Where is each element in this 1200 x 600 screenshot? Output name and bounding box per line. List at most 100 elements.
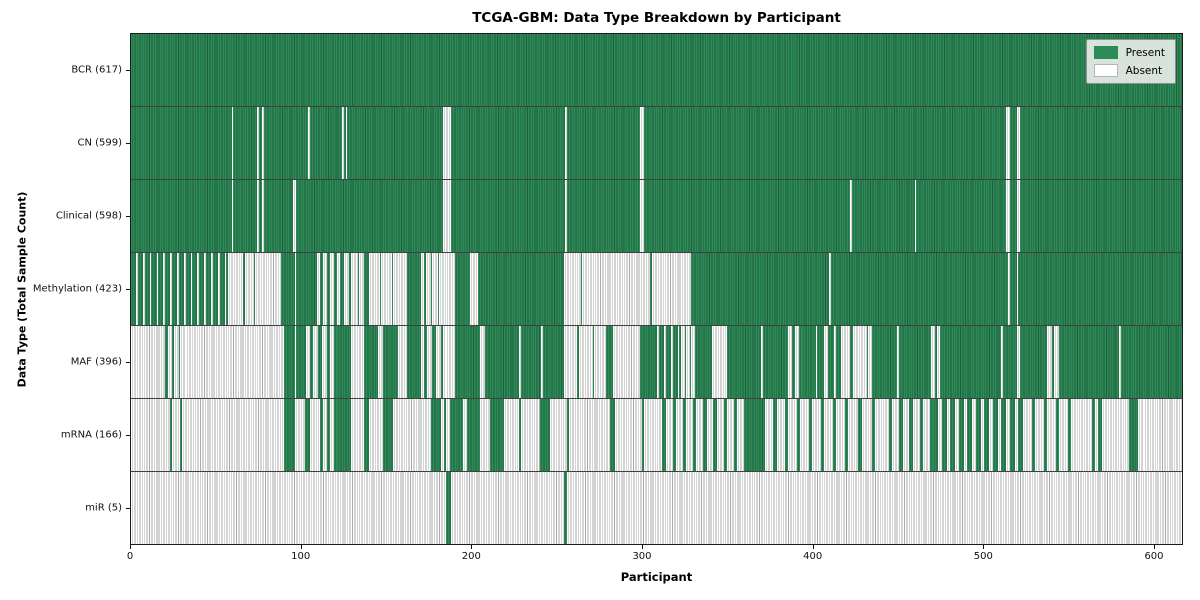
absent-run: [788, 326, 792, 398]
absent-run: [1059, 399, 1068, 471]
present-run: [320, 399, 324, 471]
ytick-mark: [126, 508, 130, 510]
present-run: [437, 253, 440, 325]
present-run: [364, 253, 370, 325]
present-run: [1020, 326, 1048, 398]
absent-run: [922, 399, 930, 471]
absent-run: [912, 399, 920, 471]
absent-run: [1016, 253, 1019, 325]
present-run: [490, 399, 504, 471]
absent-run: [815, 326, 818, 398]
present-run: [263, 107, 309, 179]
absent-run: [613, 326, 641, 398]
absent-run: [1071, 399, 1078, 471]
absent-swatch-icon: [1093, 64, 1118, 77]
present-run: [205, 253, 212, 325]
present-run: [1009, 399, 1015, 471]
present-run: [832, 399, 837, 471]
present-run: [919, 399, 923, 471]
present-run: [916, 180, 1007, 252]
present-run: [1031, 399, 1036, 471]
present-run: [226, 253, 229, 325]
present-run: [406, 326, 421, 398]
present-run: [640, 326, 658, 398]
absent-run: [393, 253, 407, 325]
present-run: [682, 399, 687, 471]
present-run: [391, 253, 394, 325]
present-run: [446, 472, 452, 544]
absent-run: [183, 253, 186, 325]
present-run: [665, 326, 671, 398]
present-run: [849, 326, 854, 398]
legend-present-label: Present: [1125, 46, 1165, 59]
present-run: [440, 326, 443, 398]
absent-run: [330, 253, 334, 325]
absent-run: [292, 180, 297, 252]
absent-run: [800, 399, 809, 471]
absent-run: [565, 107, 568, 179]
absent-run: [549, 399, 568, 471]
heatmap-row-mRNA: [131, 399, 1182, 472]
absent-run: [197, 253, 200, 325]
absent-run: [321, 326, 327, 398]
present-run: [320, 253, 324, 325]
present-run: [984, 399, 990, 471]
present-run: [785, 399, 789, 471]
heatmap-row-Clinical: [131, 180, 1182, 253]
present-run: [383, 326, 399, 398]
absent-run: [1008, 253, 1010, 325]
absent-run: [997, 399, 1002, 471]
absent-run: [294, 326, 297, 398]
present-run: [694, 326, 712, 398]
absent-run: [231, 180, 234, 252]
absent-run: [936, 326, 940, 398]
present-run: [1067, 399, 1072, 471]
absent-run: [185, 326, 285, 398]
absent-run: [1006, 180, 1010, 252]
absent-run: [142, 253, 145, 325]
absent-run: [1118, 326, 1121, 398]
absent-run: [643, 399, 656, 471]
present-run: [958, 399, 964, 471]
present-run: [423, 326, 428, 398]
present-run: [1020, 180, 1182, 252]
absent-run: [1016, 107, 1021, 179]
present-run: [349, 253, 351, 325]
absent-run: [640, 180, 644, 252]
present-run: [347, 107, 443, 179]
present-run: [658, 326, 665, 398]
present-run: [451, 107, 566, 179]
absent-run: [480, 399, 491, 471]
present-run: [364, 326, 378, 398]
absent-run: [640, 107, 644, 179]
present-run: [606, 326, 613, 398]
absent-run: [1016, 180, 1021, 252]
absent-run: [841, 326, 850, 398]
present-run: [967, 399, 973, 471]
absent-run: [764, 399, 774, 471]
xtick-mark: [471, 545, 473, 549]
present-run: [940, 326, 942, 398]
present-run: [733, 399, 738, 471]
absent-run: [594, 326, 607, 398]
chart-title: TCGA-GBM: Data Type Breakdown by Partici…: [472, 10, 841, 26]
present-run: [333, 326, 338, 398]
present-run: [178, 253, 184, 325]
ytick-mark: [126, 142, 130, 144]
absent-run: [677, 326, 680, 398]
ytick-mark: [126, 362, 130, 364]
absent-run: [350, 253, 358, 325]
present-run: [567, 107, 641, 179]
absent-run: [245, 253, 254, 325]
present-run: [691, 253, 830, 325]
absent-run: [541, 326, 544, 398]
absent-run: [432, 253, 438, 325]
present-run: [684, 326, 687, 398]
present-run: [1091, 399, 1095, 471]
present-run: [650, 253, 653, 325]
present-run: [1018, 253, 1182, 325]
present-run: [284, 399, 295, 471]
present-run: [485, 326, 520, 398]
present-run: [519, 399, 522, 471]
ytick-label-mRNA: mRNA (166): [60, 429, 122, 441]
